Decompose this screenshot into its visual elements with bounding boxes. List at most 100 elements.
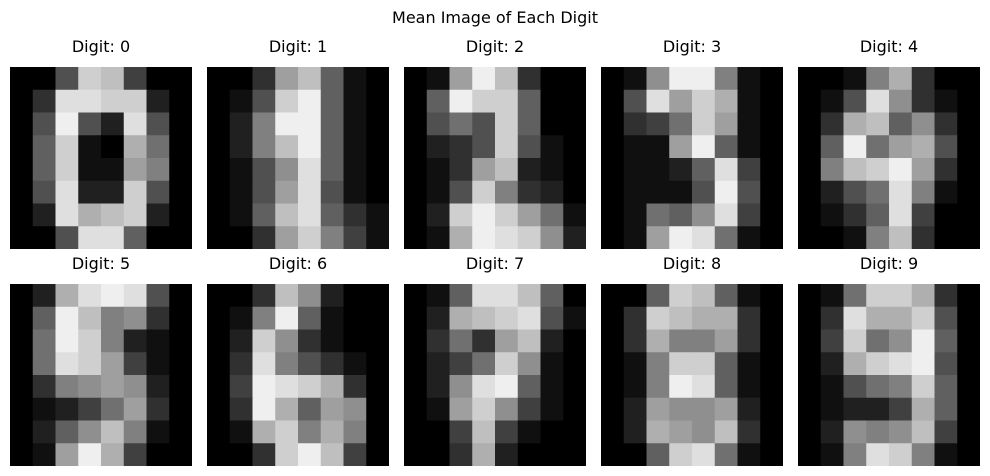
heatmap-cell xyxy=(821,398,844,421)
heatmap-cell xyxy=(230,181,253,204)
heatmap-cell xyxy=(669,226,692,249)
heatmap-cell xyxy=(298,67,321,90)
heatmap-cell xyxy=(56,226,79,249)
heatmap-cell xyxy=(669,158,692,181)
panel-digit-7: Digit: 7 xyxy=(404,254,586,466)
heatmap-cell xyxy=(647,398,670,421)
heatmap-cell xyxy=(230,375,253,398)
heatmap-cell xyxy=(495,158,518,181)
heatmap-cell xyxy=(692,398,715,421)
heatmap-cell xyxy=(298,443,321,466)
heatmap-cell xyxy=(321,421,344,444)
heatmap-cell xyxy=(912,135,935,158)
heatmap-cell xyxy=(275,352,298,375)
heatmap-cell xyxy=(518,90,541,113)
heatmap-cell xyxy=(715,307,738,330)
heatmap-cell xyxy=(404,375,427,398)
heatmap-cell xyxy=(101,330,124,353)
heatmap-cell xyxy=(124,375,147,398)
heatmap-cell xyxy=(230,421,253,444)
heatmap-cell xyxy=(404,90,427,113)
heatmap-cell xyxy=(495,284,518,307)
heatmap-cell xyxy=(692,181,715,204)
heatmap-cell xyxy=(253,181,276,204)
heatmap-cell xyxy=(450,330,473,353)
heatmap-cell xyxy=(321,352,344,375)
heatmap-cell xyxy=(935,204,958,227)
heatmap-cell xyxy=(275,375,298,398)
heatmap-cell xyxy=(935,158,958,181)
heatmap-cell xyxy=(33,421,56,444)
heatmap-cell xyxy=(624,181,647,204)
heatmap-cell xyxy=(541,113,564,136)
panel-title: Digit: 9 xyxy=(798,254,980,274)
heatmap-cell xyxy=(207,307,230,330)
heatmap-cell xyxy=(56,375,79,398)
heatmap-cell xyxy=(124,352,147,375)
heatmap-cell xyxy=(889,181,912,204)
heatmap-cell xyxy=(563,113,586,136)
heatmap-cell xyxy=(912,421,935,444)
heatmap-cell xyxy=(957,330,980,353)
heatmap-cell xyxy=(866,330,889,353)
heatmap-cell xyxy=(495,352,518,375)
heatmap-cell xyxy=(495,204,518,227)
heatmap-cell xyxy=(601,135,624,158)
heatmap-cell xyxy=(450,375,473,398)
heatmap-cell xyxy=(169,352,192,375)
digit-0-heatmap xyxy=(10,67,192,249)
heatmap-cell xyxy=(472,158,495,181)
panel-digit-2: Digit: 2 xyxy=(404,37,586,249)
heatmap-cell xyxy=(821,113,844,136)
heatmap-cell xyxy=(669,135,692,158)
heatmap-cell xyxy=(715,135,738,158)
heatmap-cell xyxy=(624,284,647,307)
heatmap-cell xyxy=(33,284,56,307)
heatmap-cell xyxy=(101,307,124,330)
heatmap-cell xyxy=(321,113,344,136)
heatmap-cell xyxy=(798,67,821,90)
heatmap-cell xyxy=(692,226,715,249)
heatmap-cell xyxy=(601,330,624,353)
heatmap-cell xyxy=(404,113,427,136)
heatmap-cell xyxy=(518,67,541,90)
heatmap-cell xyxy=(124,421,147,444)
heatmap-cell xyxy=(230,284,253,307)
heatmap-cell xyxy=(866,443,889,466)
heatmap-cell xyxy=(866,67,889,90)
heatmap-cell xyxy=(33,135,56,158)
heatmap-cell xyxy=(10,443,33,466)
heatmap-cell xyxy=(647,375,670,398)
heatmap-cell xyxy=(624,67,647,90)
heatmap-cell xyxy=(957,226,980,249)
heatmap-cell xyxy=(101,398,124,421)
heatmap-cell xyxy=(298,158,321,181)
heatmap-cell xyxy=(275,443,298,466)
heatmap-cell xyxy=(298,135,321,158)
heatmap-cell xyxy=(821,352,844,375)
heatmap-cell xyxy=(78,204,101,227)
heatmap-cell xyxy=(912,330,935,353)
heatmap-cell xyxy=(275,135,298,158)
heatmap-cell xyxy=(624,307,647,330)
heatmap-cell xyxy=(912,443,935,466)
heatmap-cell xyxy=(10,375,33,398)
heatmap-cell xyxy=(321,226,344,249)
heatmap-cell xyxy=(124,113,147,136)
heatmap-cell xyxy=(298,352,321,375)
heatmap-cell xyxy=(124,204,147,227)
heatmap-cell xyxy=(230,113,253,136)
heatmap-cell xyxy=(427,226,450,249)
heatmap-cell xyxy=(124,284,147,307)
heatmap-cell xyxy=(207,330,230,353)
heatmap-cell xyxy=(10,226,33,249)
heatmap-cell xyxy=(669,113,692,136)
heatmap-cell xyxy=(889,135,912,158)
heatmap-cell xyxy=(33,67,56,90)
heatmap-cell xyxy=(738,352,761,375)
heatmap-cell xyxy=(207,443,230,466)
heatmap-cell xyxy=(495,67,518,90)
heatmap-cell xyxy=(889,67,912,90)
heatmap-cell xyxy=(563,284,586,307)
digit-8-heatmap xyxy=(601,284,783,466)
